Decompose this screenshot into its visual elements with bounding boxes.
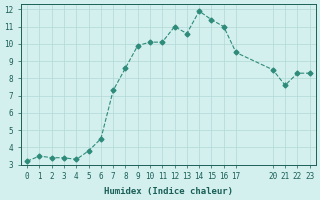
X-axis label: Humidex (Indice chaleur): Humidex (Indice chaleur) (104, 187, 233, 196)
